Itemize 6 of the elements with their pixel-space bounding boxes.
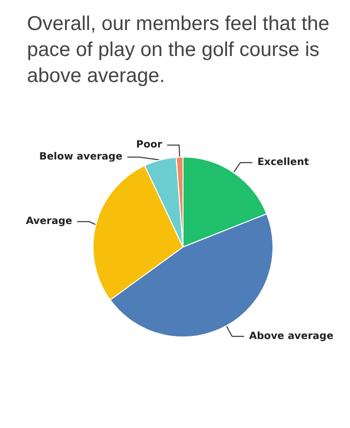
slice-label: Excellent [257,157,310,168]
slice-label: Below average [39,152,123,163]
slice-label: Average [26,216,72,228]
slice-label: Poor [136,140,162,151]
slice-label: Above average [249,330,334,342]
chart-title: Overall, our members feel that the pace of play on the golf course is above average. [27,13,335,87]
